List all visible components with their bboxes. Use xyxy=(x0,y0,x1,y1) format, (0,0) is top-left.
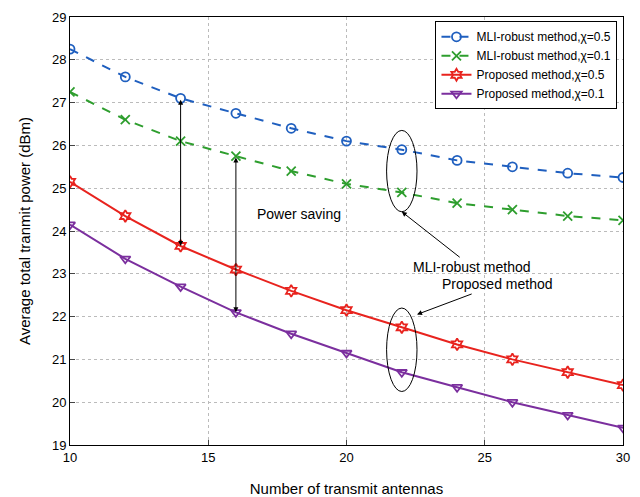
svg-text:MLI-robust method,χ=0.1: MLI-robust method,χ=0.1 xyxy=(476,49,610,63)
svg-text:MLI-robust method: MLI-robust method xyxy=(413,259,531,275)
svg-text:MLI-robust method,χ=0.5: MLI-robust method,χ=0.5 xyxy=(476,30,610,44)
svg-text:Proposed method,χ=0.1: Proposed method,χ=0.1 xyxy=(476,87,604,101)
svg-text:25: 25 xyxy=(52,181,66,196)
svg-text:26: 26 xyxy=(52,138,66,153)
svg-text:29: 29 xyxy=(52,10,66,25)
svg-text:28: 28 xyxy=(52,52,66,67)
svg-text:30: 30 xyxy=(616,450,630,465)
svg-text:Proposed method: Proposed method xyxy=(442,276,553,292)
svg-text:23: 23 xyxy=(52,266,66,281)
svg-text:15: 15 xyxy=(201,450,215,465)
svg-text:27: 27 xyxy=(52,95,66,110)
svg-text:Power saving: Power saving xyxy=(257,206,341,222)
svg-text:20: 20 xyxy=(339,450,353,465)
svg-text:19: 19 xyxy=(52,438,66,453)
svg-text:25: 25 xyxy=(478,450,492,465)
svg-text:10: 10 xyxy=(63,450,77,465)
svg-text:20: 20 xyxy=(52,395,66,410)
svg-text:21: 21 xyxy=(52,352,66,367)
svg-text:Average total tranmit power (d: Average total tranmit power (dBm) xyxy=(16,117,33,345)
svg-text:22: 22 xyxy=(52,309,66,324)
svg-text:Number of transmit antennas: Number of transmit antennas xyxy=(250,480,443,497)
svg-text:24: 24 xyxy=(52,224,66,239)
svg-text:Proposed method,χ=0.5: Proposed method,χ=0.5 xyxy=(476,68,604,82)
